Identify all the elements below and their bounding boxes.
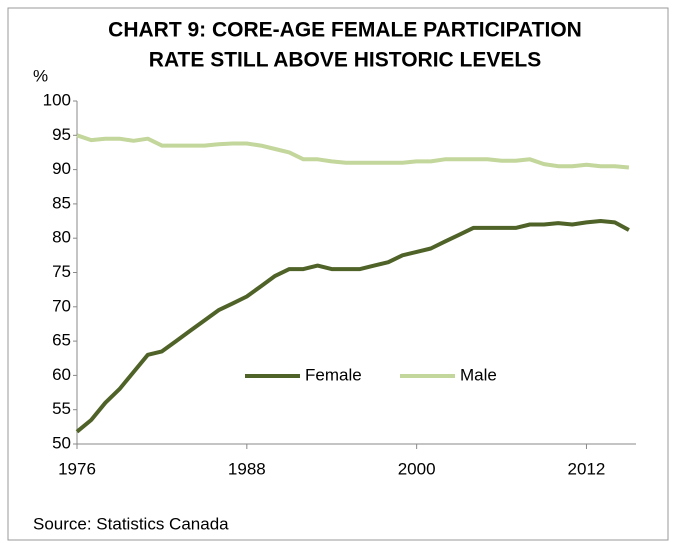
y-tick-label: 95 — [52, 125, 71, 144]
legend-label: Male — [460, 365, 497, 384]
series-line — [76, 133, 630, 170]
y-tick-label: 90 — [52, 159, 71, 178]
y-axis-label: % — [33, 66, 48, 85]
x-tick-label: 2012 — [568, 459, 606, 478]
y-tick-label: 75 — [52, 262, 71, 281]
y-tick-label: 60 — [52, 365, 71, 384]
series-line — [75, 219, 630, 434]
chart-title: CHART 9: CORE-AGE FEMALE PARTICIPATION — [108, 19, 582, 42]
y-tick-label: 70 — [52, 296, 71, 315]
y-tick-label: 85 — [52, 193, 71, 212]
y-tick-label: 65 — [52, 331, 71, 350]
legend-label: Female — [305, 365, 362, 384]
y-tick-label: 80 — [52, 228, 71, 247]
x-tick-label: 1976 — [58, 459, 96, 478]
y-tick-label: 100 — [43, 90, 71, 109]
y-tick-label: 50 — [52, 433, 71, 452]
y-tick-label: 55 — [52, 399, 71, 418]
x-tick-label: 2000 — [398, 459, 436, 478]
x-tick-label: 1988 — [228, 459, 266, 478]
chart-title: RATE STILL ABOVE HISTORIC LEVELS — [149, 49, 541, 72]
source: Source: Statistics Canada — [33, 514, 229, 533]
chart-border — [7, 7, 669, 541]
